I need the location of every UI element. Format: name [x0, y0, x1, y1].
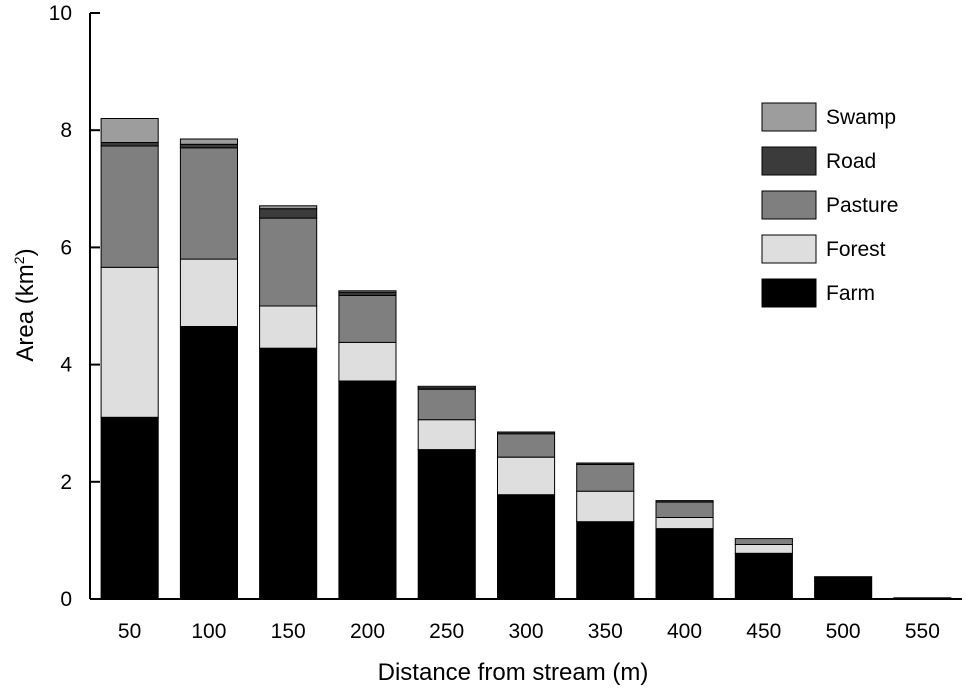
bar-segment-farm-300	[497, 494, 556, 600]
bar-segment-forest-250	[417, 419, 476, 451]
bar-segment-farm-50	[100, 416, 159, 600]
y-axis-title: Area (km2)	[11, 248, 39, 361]
bar-segment-swamp-150	[259, 205, 318, 210]
bars	[100, 118, 952, 600]
bar-segment-road-350	[576, 462, 635, 465]
bar-segment-road-100	[179, 143, 238, 149]
bar-segment-farm-350	[576, 521, 635, 600]
bar-segment-farm-200	[338, 380, 397, 600]
legend-swatch-swamp	[761, 102, 817, 132]
bar-segment-road-50	[100, 142, 159, 147]
x-tick-label: 350	[588, 620, 623, 643]
bar-segment-pasture-450	[734, 538, 793, 545]
x-tick-label: 500	[826, 620, 861, 643]
bar-segment-forest-200	[338, 341, 397, 382]
bar-segment-farm-400	[655, 528, 714, 600]
bar-segment-pasture-200	[338, 295, 397, 343]
x-tick-label: 300	[508, 620, 543, 643]
bar-segment-swamp-200	[338, 290, 397, 293]
x-tick-label: 50	[118, 620, 141, 643]
legend-swatch-farm	[761, 278, 817, 308]
bar-segment-pasture-300	[497, 433, 556, 458]
bar-segment-farm-500	[814, 576, 873, 600]
bar-segment-pasture-50	[100, 145, 159, 268]
x-tick-label: 100	[191, 620, 226, 643]
bar-segment-forest-400	[655, 517, 714, 530]
bar-segment-swamp-50	[100, 118, 159, 143]
bar-segment-forest-350	[576, 490, 635, 523]
y-tick-label: 6	[60, 236, 72, 259]
bar-segment-swamp-250	[417, 385, 476, 389]
y-tick-label: 10	[49, 2, 72, 25]
bar-segment-road-150	[259, 208, 318, 219]
bar-segment-forest-100	[179, 258, 238, 328]
legend-label-road: Road	[826, 150, 876, 173]
bar-segment-farm-100	[179, 326, 238, 600]
legend-swatch-forest	[761, 234, 817, 264]
x-tick-label: 400	[667, 620, 702, 643]
y-tick-label: 2	[60, 471, 72, 494]
bar-segment-pasture-400	[655, 501, 714, 519]
x-axis: 50 100 150 200 250 300 350 400 450 500 550	[90, 598, 962, 643]
x-tick-label: 450	[746, 620, 781, 643]
bar-segment-forest-300	[497, 456, 556, 496]
y-tick-label: 4	[60, 354, 72, 377]
bar-segment-pasture-100	[179, 147, 238, 260]
bar-segment-farm-150	[259, 347, 318, 600]
y-axis: 0 2 4 6 8 10	[49, 2, 100, 611]
legend-label-farm: Farm	[826, 282, 875, 305]
bar-segment-farm-250	[417, 449, 476, 600]
bar-segment-forest-450	[734, 544, 793, 554]
x-axis-title: Distance from stream (m)	[378, 659, 649, 686]
bar-segment-road-400	[655, 500, 714, 503]
bar-segment-forest-150	[259, 305, 318, 349]
legend: Swamp Road Pasture Forest Farm	[761, 102, 898, 308]
bar-segment-swamp-100	[179, 138, 238, 145]
bar-segment-farm-450	[734, 552, 793, 600]
x-tick-label: 150	[271, 620, 306, 643]
legend-label-forest: Forest	[826, 238, 886, 261]
bar-segment-pasture-250	[417, 388, 476, 421]
bar-segment-road-300	[497, 431, 556, 435]
x-tick-label: 550	[905, 620, 940, 643]
legend-label-pasture: Pasture	[826, 194, 898, 217]
y-tick-label: 0	[60, 588, 72, 611]
bar-segment-pasture-350	[576, 463, 635, 492]
y-tick-label: 8	[60, 119, 72, 142]
legend-swatch-pasture	[761, 190, 817, 220]
legend-swatch-road	[761, 146, 817, 176]
bar-segment-forest-50	[100, 266, 159, 418]
x-tick-label: 250	[429, 620, 464, 643]
x-tick-label: 200	[350, 620, 385, 643]
legend-label-swamp: Swamp	[826, 106, 896, 129]
bar-segment-pasture-150	[259, 217, 318, 307]
